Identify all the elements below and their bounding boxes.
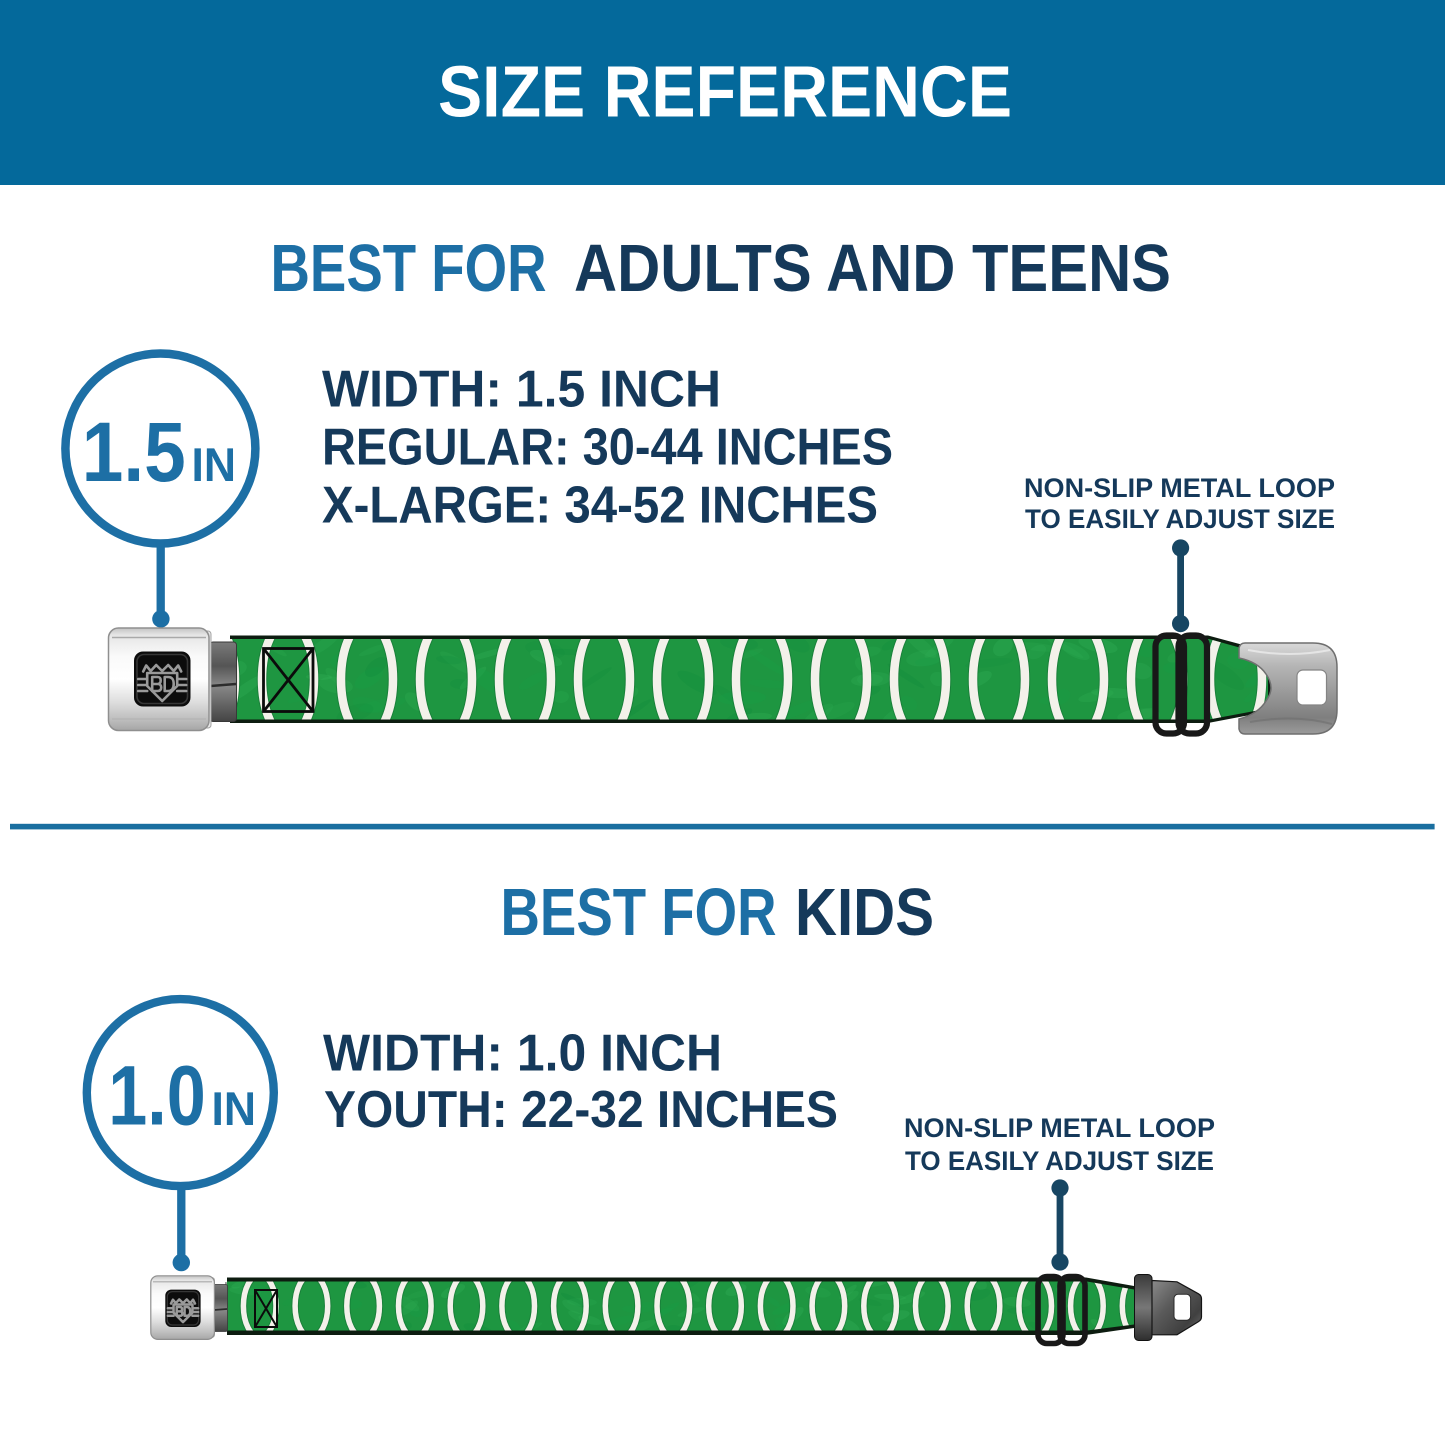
svg-text:BEST FOR: BEST FOR (501, 875, 777, 950)
svg-text:NON-SLIP METAL LOOP: NON-SLIP METAL LOOP (904, 1113, 1215, 1143)
svg-text:WIDTH: 1.5 INCH: WIDTH: 1.5 INCH (322, 361, 721, 419)
svg-text:1.5: 1.5 (82, 405, 186, 499)
svg-text:WIDTH: 1.0 INCH: WIDTH: 1.0 INCH (323, 1025, 722, 1083)
svg-text:IN: IN (212, 1082, 257, 1135)
svg-text:TO EASILY ADJUST SIZE: TO EASILY ADJUST SIZE (905, 1146, 1214, 1176)
svg-text:IN: IN (192, 438, 237, 491)
svg-text:SIZE REFERENCE: SIZE REFERENCE (438, 52, 1012, 133)
svg-text:TO EASILY ADJUST SIZE: TO EASILY ADJUST SIZE (1025, 504, 1335, 534)
svg-text:REGULAR: 30-44 INCHES: REGULAR: 30-44 INCHES (322, 418, 893, 476)
svg-text:X-LARGE: 34-52 INCHES: X-LARGE: 34-52 INCHES (322, 476, 878, 534)
svg-text:BEST FOR: BEST FOR (271, 231, 547, 306)
svg-text:YOUTH: 22-32 INCHES: YOUTH: 22-32 INCHES (324, 1081, 838, 1139)
svg-text:NON-SLIP METAL LOOP: NON-SLIP METAL LOOP (1024, 473, 1335, 503)
svg-text:KIDS: KIDS (795, 875, 934, 950)
svg-text:1.0: 1.0 (108, 1048, 206, 1142)
svg-text:ADULTS AND TEENS: ADULTS AND TEENS (574, 231, 1171, 306)
